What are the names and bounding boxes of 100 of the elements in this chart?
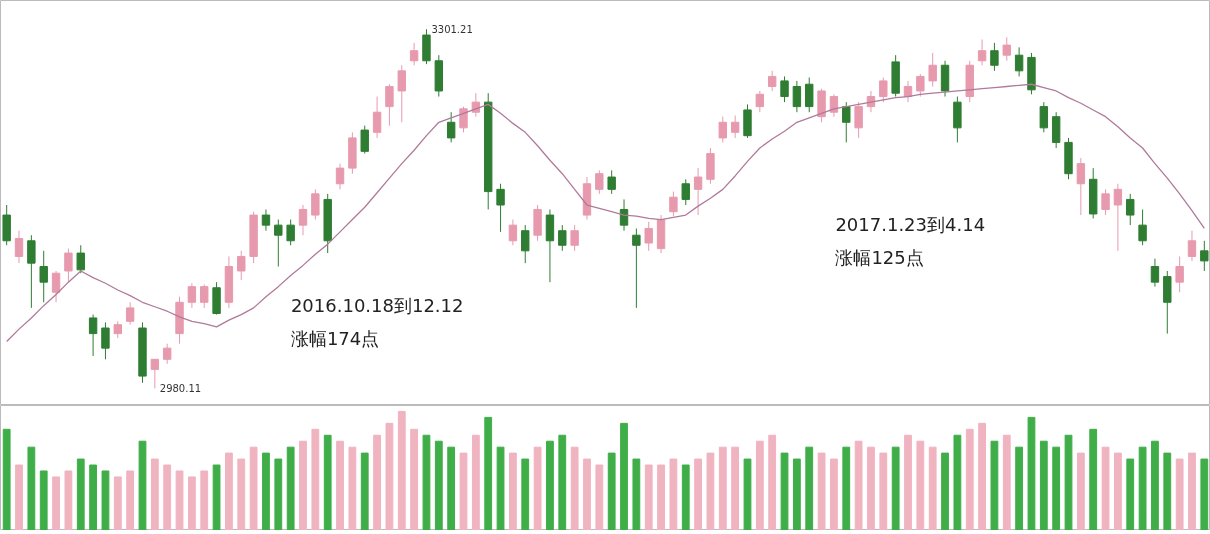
candlestick [990, 42, 999, 72]
bar [805, 446, 814, 530]
candlestick [607, 169, 616, 195]
bar [410, 428, 419, 530]
bar [1002, 434, 1011, 530]
candlestick [792, 80, 802, 113]
bar [249, 446, 258, 530]
bar [200, 470, 209, 530]
bar [434, 440, 443, 530]
candlestick [446, 111, 456, 143]
candlestick [1187, 230, 1197, 262]
bar [225, 452, 233, 530]
candlestick [1150, 258, 1160, 288]
bar [1027, 416, 1036, 530]
bar [990, 440, 999, 530]
bar [1175, 458, 1184, 530]
bar [101, 470, 110, 530]
bar [113, 476, 122, 530]
bar [768, 434, 777, 530]
bar [644, 464, 653, 530]
candlestick [805, 77, 814, 113]
candlestick [755, 90, 765, 113]
bar [150, 458, 159, 530]
bar [1039, 440, 1048, 530]
bar [533, 446, 542, 530]
annotation: 2017.1.23到4.14 [835, 214, 986, 236]
bar [570, 446, 579, 530]
bar [879, 452, 888, 530]
annotation: 涨幅174点 [290, 327, 380, 349]
candlestick [125, 301, 135, 326]
candlestick [693, 167, 703, 216]
bar [731, 446, 740, 530]
candlestick [311, 188, 320, 221]
candlestick [39, 250, 48, 303]
bar [64, 470, 73, 530]
bar [39, 470, 48, 530]
bar [1101, 446, 1110, 530]
candlestick [558, 224, 567, 252]
candlestick [508, 219, 518, 246]
bar [89, 464, 97, 530]
annotation: 2016.10.18到12.12 [290, 295, 464, 317]
bar [607, 452, 616, 530]
bar [1015, 446, 1024, 530]
bar [286, 446, 295, 530]
annotation: 2980.11 [159, 383, 202, 395]
candlestick [632, 227, 641, 309]
bar [854, 440, 863, 530]
bar [126, 470, 135, 530]
bar [521, 458, 530, 530]
candlestick [977, 39, 987, 66]
bar [916, 440, 925, 530]
bar [669, 458, 678, 530]
candlestick [1138, 208, 1147, 246]
bar [496, 446, 505, 530]
bar [2, 428, 11, 530]
bar [718, 446, 727, 530]
bar [904, 434, 912, 530]
candlestick [1126, 193, 1135, 226]
bar [755, 440, 764, 530]
bar [373, 434, 381, 530]
bar [299, 440, 307, 530]
bar [1052, 446, 1061, 530]
candlestick [27, 234, 36, 309]
candlestick [1014, 46, 1024, 77]
candlestick [595, 169, 604, 195]
candlestick [1002, 36, 1011, 62]
candlestick [187, 282, 197, 309]
bar [694, 458, 702, 530]
bar [27, 446, 36, 530]
candlestick [335, 163, 345, 190]
candlestick [879, 77, 888, 103]
bar [471, 434, 480, 530]
candlestick [854, 101, 863, 139]
bar [15, 464, 23, 530]
candlestick [385, 83, 394, 127]
bar [632, 458, 641, 530]
bar [52, 476, 60, 530]
bar [348, 446, 357, 530]
bar [422, 434, 431, 530]
bar [867, 446, 875, 530]
candlestick [681, 178, 690, 206]
bar [76, 458, 85, 530]
candlestick [718, 116, 727, 143]
bar [1114, 452, 1122, 530]
annotation: 涨幅125点 [835, 246, 924, 268]
bar [941, 452, 949, 530]
candlestick [928, 52, 937, 87]
candlestick [162, 343, 172, 365]
bar [891, 446, 900, 530]
bar [1089, 428, 1098, 530]
candlestick [780, 75, 789, 103]
bar [978, 422, 986, 530]
candlestick [1113, 183, 1123, 252]
bar [558, 434, 567, 530]
bar [175, 470, 184, 530]
candlestick [496, 183, 505, 233]
bar [1200, 458, 1209, 530]
bar [1064, 434, 1073, 530]
candlestick [372, 96, 382, 139]
bar [509, 452, 517, 530]
